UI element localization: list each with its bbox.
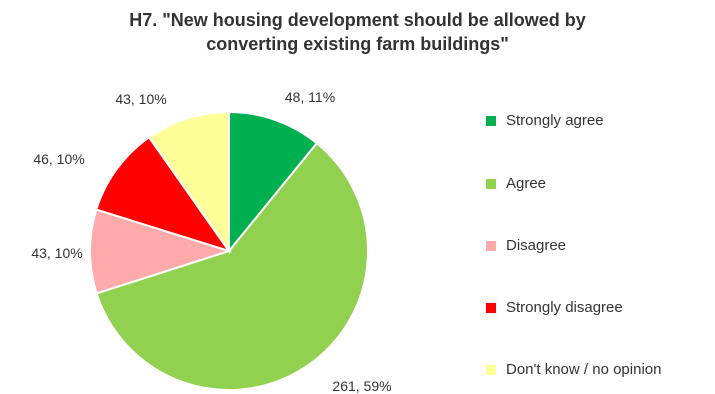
pie-slice-strongly-disagree	[95, 135, 232, 253]
legend-swatch-agree	[486, 179, 496, 189]
slice-label-disagree: 43, 10%	[31, 245, 82, 261]
pie-slice-agree	[95, 141, 369, 392]
legend-swatch-dont-know	[486, 365, 496, 375]
slice-label-dont-know: 43, 10%	[115, 91, 166, 107]
legend-label-agree: Agree	[506, 175, 547, 192]
chart-title: H7. "New housing development should be a…	[0, 8, 715, 56]
slice-label-strongly-agree: 48, 11%	[285, 89, 335, 105]
legend-label-strongly-agree: Strongly agree	[506, 112, 604, 129]
legend-swatch-strongly-disagree	[486, 303, 496, 313]
slice-label-strongly-disagree: 46, 10%	[33, 151, 84, 167]
chart-title-line-2: converting existing farm buildings"	[206, 34, 509, 54]
slice-label-agree: 261, 59%	[332, 378, 391, 394]
legend-label-disagree: Disagree	[506, 237, 567, 254]
legend-swatch-disagree	[486, 241, 496, 251]
pie-slice-strongly-agree	[228, 110, 319, 254]
pie-slice-disagree	[89, 208, 233, 295]
pie-slice-dont-know	[147, 110, 230, 255]
legend-label-dont-know: Don't know / no opinion	[506, 361, 662, 378]
legend-label-strongly-disagree: Strongly disagree	[506, 299, 623, 316]
chart-title-line-1: H7. "New housing development should be a…	[129, 10, 586, 30]
legend-swatch-strongly-agree	[486, 116, 496, 126]
